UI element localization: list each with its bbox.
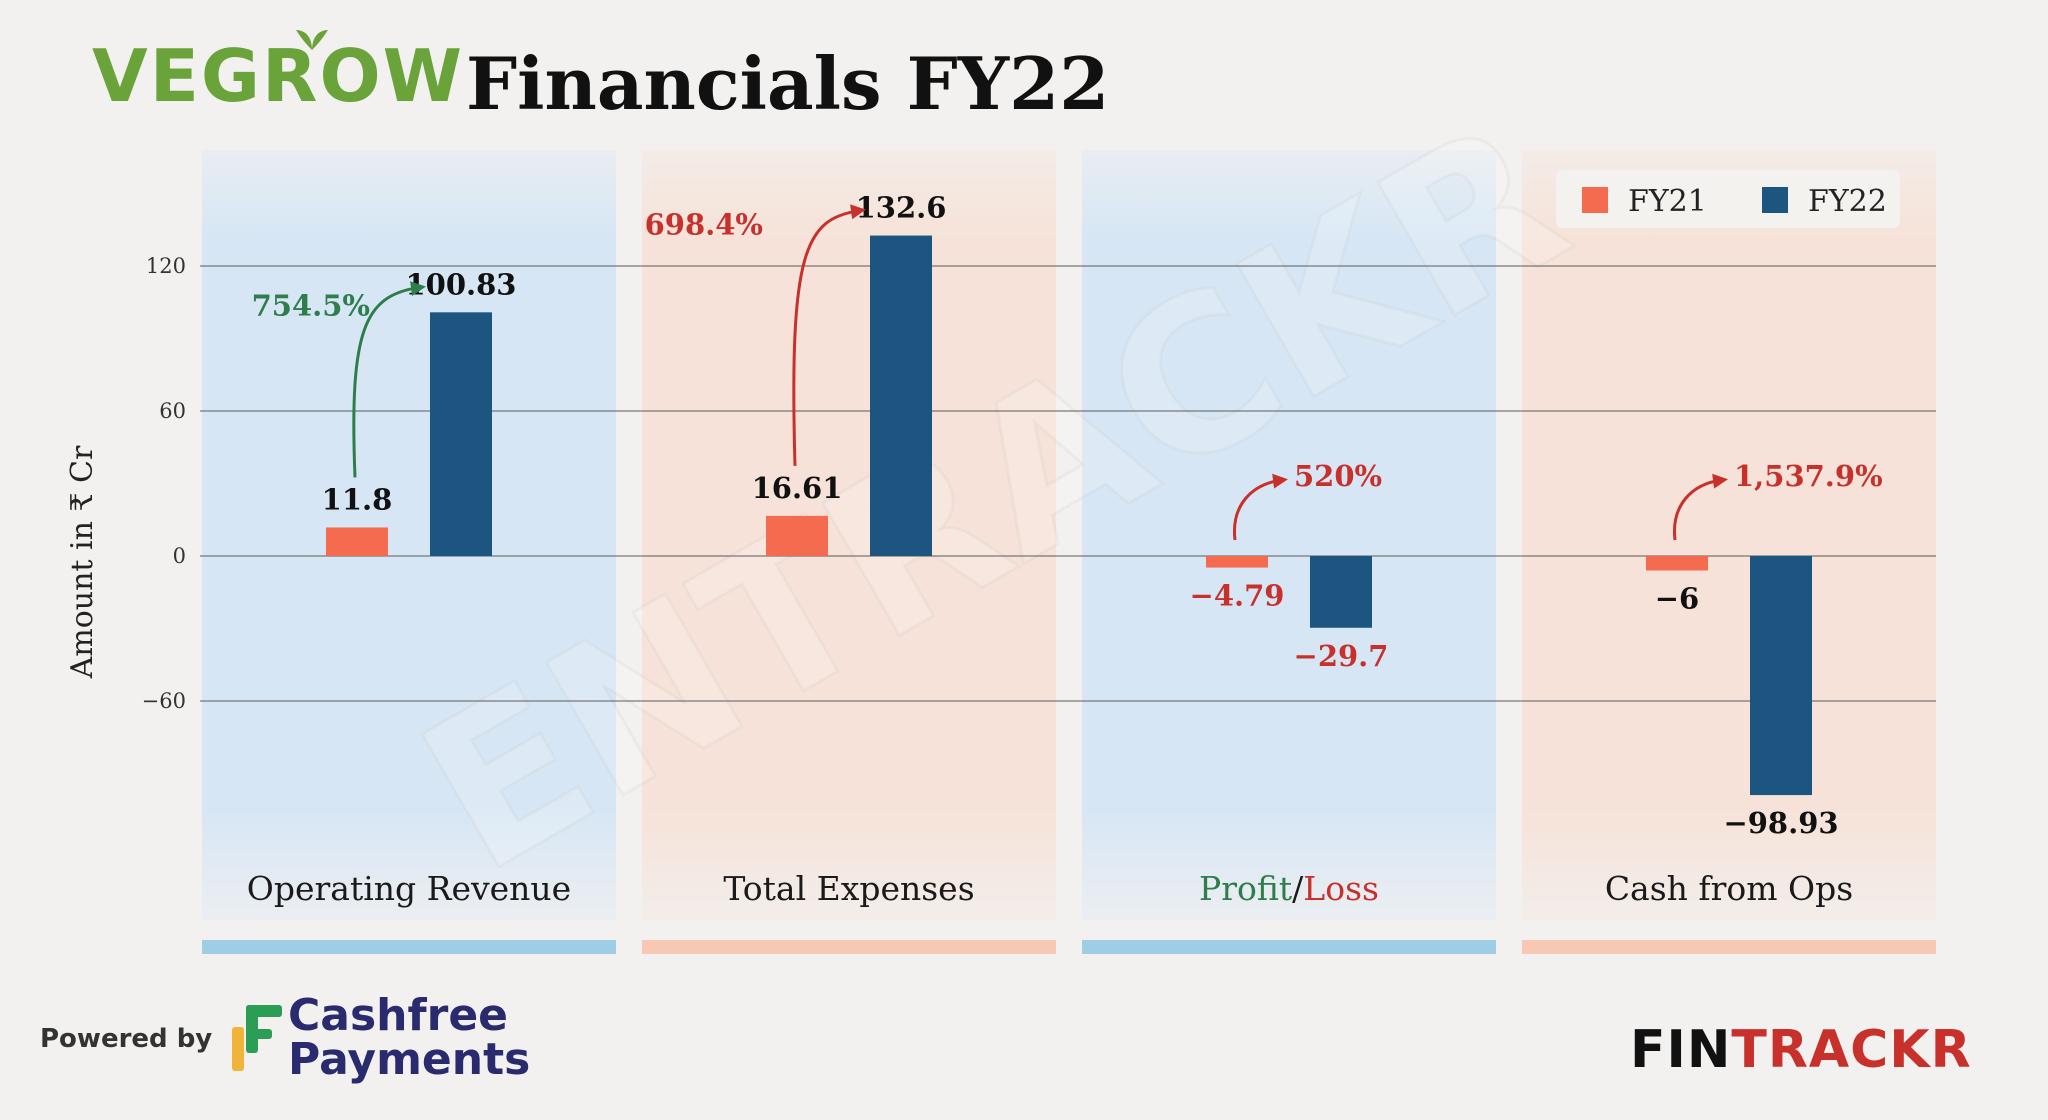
legend-label: FY21 — [1628, 184, 1707, 219]
category-panel — [1082, 150, 1496, 920]
category-underline — [1082, 940, 1496, 954]
category-panel — [642, 150, 1056, 920]
growth-label: 1,537.9% — [1734, 459, 1883, 493]
bar-fy22 — [870, 235, 932, 557]
category-label: Profit/Loss — [1199, 869, 1379, 908]
y-tick-label: 0 — [173, 544, 186, 568]
category-underline — [642, 940, 1056, 954]
page-title: Financials FY22 — [466, 41, 1110, 126]
category-label-part: Profit — [1199, 869, 1292, 908]
value-label: −4.79 — [1190, 579, 1285, 613]
bar-fy21 — [766, 515, 828, 556]
y-tick-label: 60 — [159, 399, 186, 423]
legend-box — [1556, 170, 1900, 228]
bar-fy22 — [430, 312, 492, 556]
category-underline — [202, 940, 616, 954]
category-underline — [1522, 940, 1936, 954]
growth-label: 754.5% — [252, 288, 370, 322]
legend-label: FY22 — [1808, 184, 1887, 219]
growth-label: 698.4% — [645, 208, 763, 242]
growth-arrow — [1233, 473, 1288, 541]
growth-arrow — [792, 204, 866, 466]
growth-label: 520% — [1294, 459, 1382, 493]
value-label: 132.6 — [856, 191, 947, 225]
bar-fy22 — [1750, 556, 1812, 796]
fintrackr-logo: FINTRACKR — [1630, 1020, 1972, 1080]
category-label: Operating Revenue — [247, 869, 571, 908]
legend-swatch — [1762, 187, 1788, 213]
category-panel — [202, 150, 616, 920]
cashfree-logo-text: Cashfree Payments — [288, 994, 530, 1082]
bar-fy21 — [1646, 556, 1708, 571]
y-tick-label: −60 — [142, 689, 186, 713]
category-panel — [1522, 150, 1936, 920]
bar-fy21 — [1206, 556, 1268, 568]
bar-fy22 — [1310, 556, 1372, 628]
value-label: −6 — [1655, 582, 1699, 616]
y-axis-label: Amount in ₹ Cr — [65, 445, 100, 679]
value-label: 11.8 — [322, 482, 393, 516]
logo-text: VEGROW — [92, 34, 465, 118]
category-label-part: Loss — [1303, 869, 1379, 908]
value-label: −29.7 — [1294, 639, 1389, 673]
leaf-icon — [296, 30, 328, 50]
fintrackr-fin: FIN — [1630, 1020, 1732, 1080]
bar-fy21 — [326, 527, 388, 556]
cashfree-icon — [232, 1005, 282, 1071]
cashfree-name-line1: Cashfree — [288, 990, 509, 1041]
category-label-part: / — [1292, 869, 1304, 908]
cashfree-name-line2: Payments — [288, 1034, 531, 1085]
category-label: Total Expenses — [723, 869, 974, 908]
growth-arrow — [352, 281, 426, 478]
powered-by-label: Powered by — [40, 1024, 213, 1054]
legend-swatch — [1582, 187, 1608, 213]
value-label: 16.61 — [752, 471, 843, 505]
vegrow-logo: VEGROW — [92, 30, 464, 112]
value-label: 100.83 — [406, 267, 517, 301]
category-label: Cash from Ops — [1605, 869, 1853, 908]
value-label: −98.93 — [1723, 806, 1838, 840]
fintrackr-trackr: TRACKR — [1731, 1020, 1972, 1080]
y-tick-label: 120 — [146, 254, 186, 278]
growth-arrow — [1673, 473, 1728, 541]
